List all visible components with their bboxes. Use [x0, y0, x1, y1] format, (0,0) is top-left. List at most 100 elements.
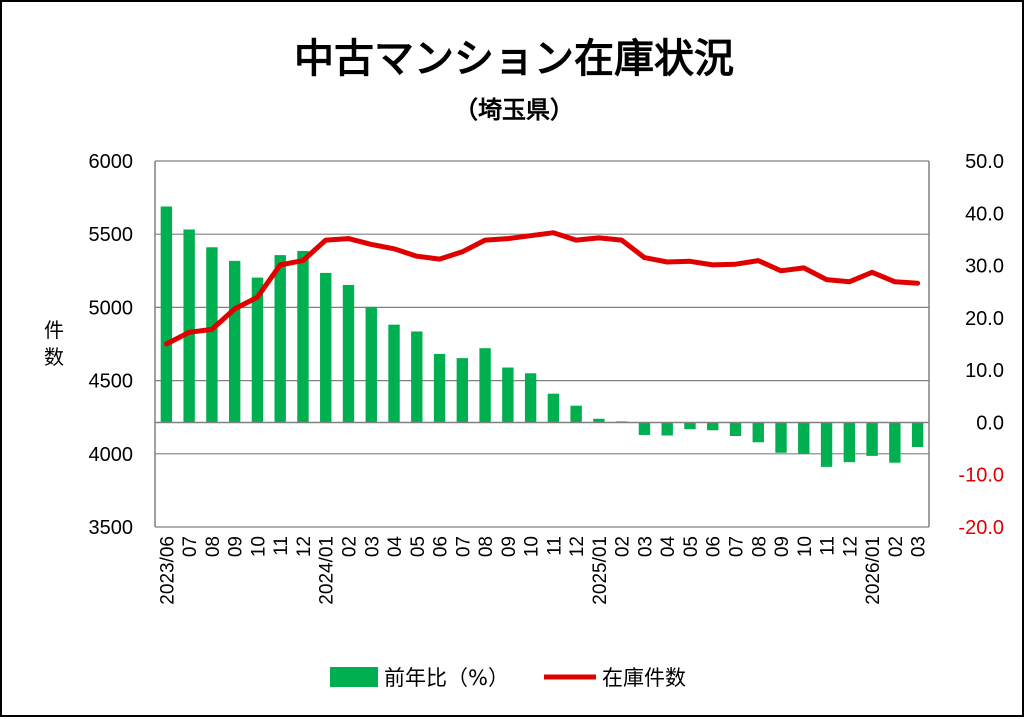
legend: 前年比（%） 在庫件数	[330, 666, 686, 690]
bar-yoy	[775, 422, 787, 453]
y-axis-label-char: 数	[44, 345, 64, 369]
bar-yoy	[820, 422, 833, 467]
category-axis-ticks: 2023/06 07 08 09 10 11 12 2024/01 02 03 04 05 06 07 08…	[157, 536, 929, 605]
legend-swatch-bar	[330, 667, 378, 687]
bar-yoy	[570, 405, 582, 423]
category-tick-label: 2024/01	[317, 536, 338, 605]
bar-yoy	[342, 284, 355, 423]
bar-yoy	[456, 358, 469, 423]
bar-yoy	[297, 250, 309, 423]
bar-yoy	[206, 247, 218, 423]
left-axis-ticks: 6000 5500 5000 4500 4000 3500	[89, 151, 134, 539]
category-tick-label: 04	[385, 536, 406, 558]
left-tick-label: 6000	[89, 151, 134, 173]
category-tick-label: 08	[203, 536, 224, 557]
bar-yoy	[251, 277, 264, 423]
category-tick-label: 12	[840, 536, 861, 557]
left-tick-label: 5500	[89, 224, 134, 246]
right-tick-label: 0.0	[976, 412, 1004, 434]
category-tick-label: 10	[522, 536, 543, 557]
bar-yoy	[889, 422, 901, 463]
left-tick-label: 4500	[89, 371, 134, 393]
category-tick-label: 10	[795, 536, 816, 557]
category-tick-label: 12	[294, 536, 315, 557]
category-tick-label: 09	[772, 536, 793, 557]
bar-yoy	[661, 422, 673, 436]
category-tick-label: 05	[681, 536, 702, 557]
left-tick-label: 4000	[89, 444, 134, 466]
category-tick-label: 08	[476, 536, 497, 557]
bar-yoy	[502, 367, 514, 423]
category-tick-label: 06	[704, 536, 725, 557]
right-axis-ticks: 50.0 40.0 30.0 20.0 10.0 0.0 -10.0 -20.0	[958, 151, 1004, 539]
bar-yoy	[411, 331, 423, 423]
line-inventory	[163, 230, 921, 347]
bar-yoy	[911, 422, 924, 448]
right-tick-label: 50.0	[965, 151, 1004, 173]
category-tick-label: 02	[613, 536, 634, 557]
category-tick-label: 11	[271, 536, 292, 556]
category-tick-label: 02	[340, 536, 361, 557]
right-tick-label: 10.0	[965, 360, 1004, 382]
category-tick-label: 07	[453, 536, 474, 557]
category-tick-label: 08	[749, 536, 770, 557]
bar-yoy	[479, 348, 491, 423]
left-tick-label: 5000	[89, 297, 134, 319]
category-tick-label: 04	[658, 536, 679, 558]
bar-yoy	[365, 306, 377, 423]
bar-yoy	[752, 422, 764, 443]
gridlines	[155, 160, 929, 528]
category-tick-label: 10	[248, 536, 269, 557]
chart-subtitle: （埼玉県）	[454, 96, 574, 124]
bar-yoy	[183, 229, 195, 423]
category-tick-label: 05	[408, 536, 429, 557]
legend-label-bar: 前年比（%）	[384, 666, 509, 690]
chart-title: 中古マンション在庫状況	[294, 36, 734, 82]
right-tick-label: 40.0	[965, 203, 1004, 225]
bar-yoy	[798, 422, 810, 454]
legend-label-line: 在庫件数	[602, 666, 686, 690]
bar-yoy	[160, 206, 173, 423]
bar-yoy	[524, 373, 537, 423]
bar-yoy	[729, 422, 742, 437]
category-tick-label: 07	[180, 536, 201, 557]
category-tick-label: 03	[635, 536, 656, 557]
category-tick-label: 09	[226, 536, 247, 557]
bar-yoy	[433, 353, 446, 423]
category-tick-label: 03	[362, 536, 383, 557]
category-tick-label: 2023/06	[157, 536, 178, 605]
bar-yoy	[866, 422, 878, 456]
right-tick-label: 30.0	[965, 256, 1004, 278]
category-tick-label: 2025/01	[590, 536, 611, 605]
bar-yoy	[320, 272, 332, 423]
right-tick-label: 20.0	[965, 308, 1004, 330]
category-tick-label: 2026/01	[863, 536, 884, 605]
y-axis-label-char: 件	[44, 318, 64, 342]
bar-yoy	[274, 255, 286, 423]
category-tick-label: 06	[431, 536, 452, 557]
category-tick-label: 11	[818, 536, 839, 556]
line-series	[163, 230, 921, 347]
left-tick-label: 3500	[89, 517, 134, 539]
bar-yoy	[228, 260, 241, 423]
bar-yoy	[843, 422, 856, 463]
category-tick-label: 09	[499, 536, 520, 557]
bar-yoy	[707, 422, 719, 431]
bar-yoy	[638, 422, 651, 435]
category-tick-label: 02	[886, 536, 907, 557]
category-tick-label: 11	[544, 536, 565, 556]
axes	[154, 161, 930, 527]
right-tick-label: -10.0	[958, 465, 1004, 487]
bar-series	[160, 206, 924, 467]
bar-yoy	[684, 422, 696, 430]
category-tick-label: 07	[727, 536, 748, 557]
bar-yoy	[593, 418, 605, 423]
y-axis-label: 件数	[44, 318, 64, 369]
category-tick-label: 12	[567, 536, 588, 557]
category-tick-label: 03	[909, 536, 930, 557]
right-tick-label: -20.0	[958, 517, 1004, 539]
bar-yoy	[547, 393, 560, 423]
bar-yoy	[388, 324, 400, 423]
